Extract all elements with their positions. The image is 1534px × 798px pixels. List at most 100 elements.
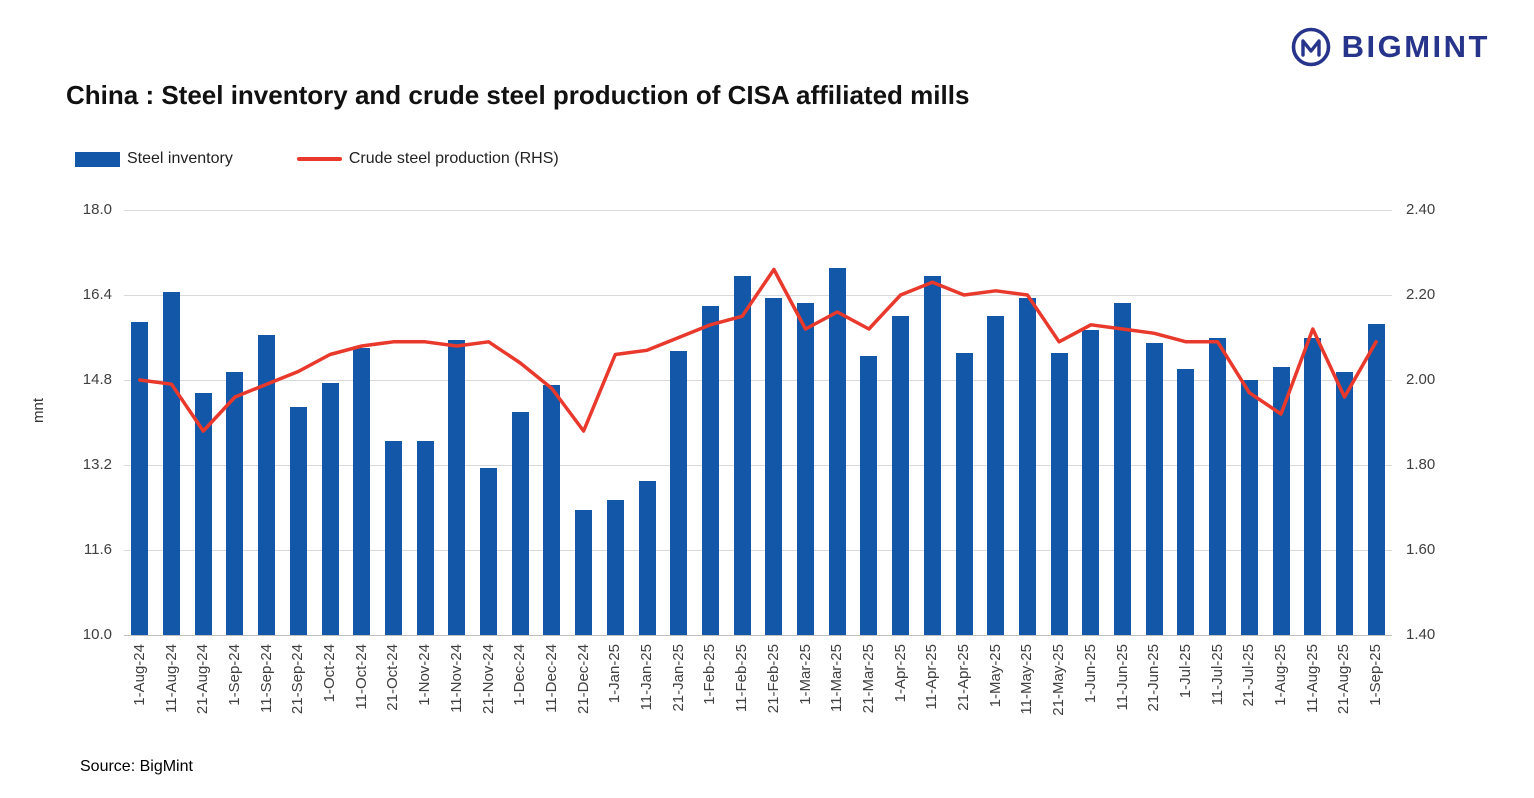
right-axis-tick-label: 1.60: [1406, 541, 1436, 558]
x-axis-tick-label: 21-Jan-25: [669, 644, 687, 712]
steel-inventory-bar: [1367, 324, 1385, 635]
x-axis-tick-label: 21-Mar-25: [859, 644, 877, 714]
steel-inventory-bar: [701, 305, 719, 635]
x-axis-tick-label: 1-Sep-25: [1367, 644, 1385, 706]
steel-inventory-bar: [955, 353, 973, 635]
x-axis-tick-label: 1-Aug-25: [1272, 644, 1290, 706]
x-axis-tick-label: 21-Dec-24: [574, 644, 592, 715]
plot-area: 18.0 2.40 16.4 2.20 14.8 2.00 13.2 1.80 11.6 1.60…: [83, 201, 1435, 716]
steel-inventory-bar: [638, 480, 656, 635]
left-axis-tick-label: 14.8: [82, 371, 112, 388]
x-axis-tick-label: 11-Dec-24: [542, 644, 560, 713]
x-axis-tick-label: 1-May-25: [986, 644, 1004, 708]
steel-inventory-bar: [511, 411, 529, 635]
left-axis-title: mnt: [30, 398, 47, 424]
steel-inventory-bar: [892, 316, 910, 635]
x-axis-tick-label: 11-Oct-24: [352, 644, 370, 710]
steel-inventory-bar: [258, 334, 276, 635]
steel-inventory-bar: [606, 499, 624, 635]
left-axis-tick-label: 10.0: [82, 626, 112, 643]
gridline: [124, 550, 1392, 551]
steel-inventory-bar: [1272, 366, 1290, 635]
x-axis-tick-label: 11-Nov-24: [447, 644, 465, 713]
steel-inventory-bar: [765, 297, 783, 635]
x-axis-tick-label: 11-Jul-25: [1208, 644, 1226, 706]
x-axis-tick-label: 11-Sep-24: [257, 644, 275, 713]
gridline: [124, 635, 1392, 636]
x-axis-tick-label: 11-Feb-25: [733, 644, 751, 713]
steel-inventory-bar: [384, 441, 402, 635]
bar-swatch-icon: [75, 151, 120, 167]
x-axis-tick-label: 1-Nov-24: [416, 644, 434, 706]
x-axis-tick-label: 1-Oct-24: [321, 644, 339, 703]
gridline: [124, 210, 1392, 211]
x-axis-tick-label: 21-Oct-24: [384, 644, 402, 711]
steel-inventory-bar: [226, 372, 244, 635]
steel-inventory-bar: [1335, 372, 1353, 635]
x-axis-tick-label: 21-Nov-24: [479, 644, 497, 715]
x-axis-tick-label: 21-Aug-24: [194, 644, 212, 715]
x-axis-tick-label: 21-Feb-25: [764, 644, 782, 714]
x-axis-tick-label: 1-Aug-24: [130, 644, 148, 706]
x-axis-tick-label: 21-Apr-25: [955, 644, 973, 711]
steel-inventory-bar: [1240, 380, 1258, 635]
gridline: [124, 465, 1392, 466]
right-axis-tick-label: 2.20: [1406, 286, 1436, 303]
bigmint-logo-text: BIGMINT: [1341, 29, 1490, 64]
x-axis-tick-label: 1-Jul-25: [1176, 644, 1194, 699]
x-axis-tick-label: 1-Jun-25: [1081, 644, 1099, 704]
steel-inventory-bar: [289, 406, 307, 635]
line-swatch-icon: [296, 157, 342, 161]
steel-inventory-bar: [670, 350, 688, 635]
chart-legend: Steel inventory Crude steel production (…: [75, 150, 559, 168]
crude-steel-production-line: [138, 267, 1378, 433]
steel-inventory-bar: [1018, 297, 1036, 635]
bigmint-logo-icon: [1290, 26, 1332, 68]
steel-inventory-bar: [860, 356, 878, 635]
x-axis-tick-label: 21-May-25: [1050, 644, 1068, 716]
chart-title: China : Steel inventory and crude steel …: [66, 80, 970, 110]
steel-inventory-bar: [923, 276, 941, 635]
x-axis-tick-label: 11-Aug-24: [162, 644, 180, 713]
steel-inventory-bar: [1050, 353, 1068, 635]
source-note: Source: BigMint: [80, 758, 193, 775]
right-axis-tick-label: 1.40: [1406, 626, 1436, 643]
steel-inventory-bar: [131, 321, 149, 635]
steel-inventory-bar: [1114, 302, 1132, 635]
legend-item-crude-steel-production: Crude steel production (RHS): [296, 150, 559, 168]
x-axis-tick-label: 11-Jun-25: [1113, 644, 1131, 711]
steel-inventory-bar: [194, 393, 212, 635]
steel-inventory-bar: [828, 268, 846, 635]
x-axis-tick-label: 1-Apr-25: [891, 644, 909, 703]
steel-inventory-bar: [987, 316, 1005, 635]
x-axis-tick-label: 1-Dec-24: [511, 644, 529, 706]
x-axis-tick-label: 1-Feb-25: [701, 644, 719, 705]
steel-inventory-bar: [575, 510, 593, 635]
right-axis-tick-label: 2.40: [1406, 201, 1436, 218]
legend-item-steel-inventory: Steel inventory: [75, 150, 233, 168]
legend-label-crude-steel-production: Crude steel production (RHS): [348, 150, 559, 167]
x-axis-tick-label: 21-Sep-24: [289, 644, 307, 715]
x-axis-tick-label: 11-Mar-25: [828, 644, 846, 713]
left-axis-tick-label: 13.2: [82, 456, 112, 473]
x-axis-tick-label: 1-Mar-25: [796, 644, 814, 705]
steel-inventory-bar: [416, 441, 434, 635]
steel-inventory-bar: [1209, 337, 1227, 635]
legend-label-steel-inventory: Steel inventory: [127, 150, 233, 167]
steel-inventory-bar: [1304, 337, 1322, 635]
x-axis-tick-label: 11-Aug-25: [1303, 644, 1321, 713]
x-axis-tick-label: 21-Aug-25: [1335, 644, 1353, 715]
steel-inventory-bar: [1145, 342, 1163, 635]
x-axis-tick-label: 1-Jan-25: [606, 644, 624, 704]
right-axis-tick-label: 2.00: [1406, 371, 1436, 388]
steel-inventory-bar: [1177, 369, 1195, 635]
x-axis-tick-label: 1-Sep-24: [225, 644, 243, 706]
steel-inventory-bar: [1082, 329, 1100, 635]
x-axis-tick-label: 21-Jun-25: [1145, 644, 1163, 712]
right-axis-tick-label: 1.80: [1406, 456, 1436, 473]
x-axis-tick-label: 11-Apr-25: [923, 644, 941, 710]
steel-inventory-bar: [448, 340, 466, 635]
left-axis-tick-label: 18.0: [82, 201, 112, 218]
x-axis-tick-label: 11-Jan-25: [638, 644, 656, 711]
